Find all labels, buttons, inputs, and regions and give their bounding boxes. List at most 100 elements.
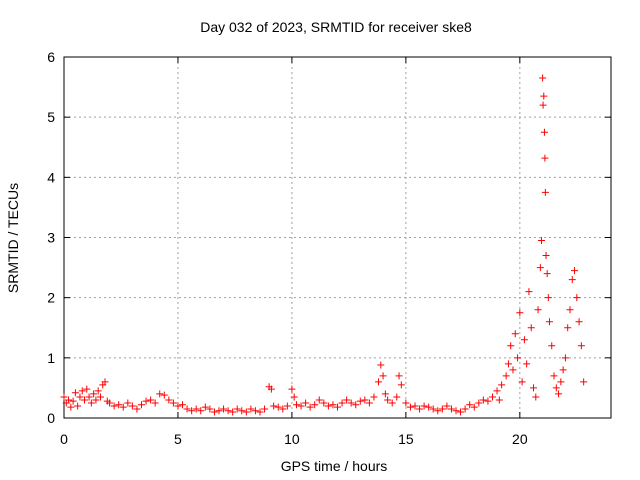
data-point-marker — [577, 342, 585, 350]
data-point-marker — [306, 403, 314, 411]
data-point-marker — [566, 306, 574, 314]
data-point-marker — [347, 399, 355, 407]
data-point-marker — [279, 405, 287, 413]
data-point-marker — [536, 264, 544, 272]
data-point-marker — [85, 393, 93, 401]
y-tick-label: 4 — [47, 169, 55, 185]
data-point-marker — [210, 408, 218, 416]
data-point-marker — [101, 378, 109, 386]
data-point-marker — [352, 401, 360, 409]
data-point-marker — [416, 405, 424, 413]
data-point-marker — [406, 403, 414, 411]
data-point-marker — [338, 399, 346, 407]
data-point-marker — [507, 342, 515, 350]
data-point-marker — [71, 389, 79, 397]
data-point-marker — [169, 399, 177, 407]
plot-frame — [63, 56, 612, 419]
data-point-marker — [242, 408, 250, 416]
data-point-marker — [484, 397, 492, 405]
data-point-marker — [466, 401, 474, 409]
data-point-marker — [110, 402, 118, 410]
data-point-marker — [388, 399, 396, 407]
data-point-marker — [475, 399, 483, 407]
data-point-marker — [564, 324, 572, 332]
data-point-marker — [550, 372, 558, 380]
data-point-marker — [498, 381, 506, 389]
data-point-marker — [365, 399, 373, 407]
data-point-marker — [124, 399, 132, 407]
data-point-marker — [575, 318, 583, 326]
y-tick-label: 2 — [47, 290, 55, 306]
x-tick-label: 5 — [174, 431, 182, 447]
data-point-marker — [142, 397, 150, 405]
data-point-marker — [461, 405, 469, 413]
data-point-marker — [447, 405, 455, 413]
data-point-marker — [128, 402, 136, 410]
data-point-marker — [518, 378, 526, 386]
data-point-marker — [411, 402, 419, 410]
data-point-marker — [543, 270, 551, 278]
data-point-marker — [559, 366, 567, 374]
data-point-marker — [534, 306, 542, 314]
data-point-marker — [329, 401, 337, 409]
data-point-marker — [502, 372, 510, 380]
data-point-marker — [288, 385, 296, 393]
data-point-marker — [397, 381, 405, 389]
data-point-marker — [215, 407, 223, 415]
data-point-marker — [119, 403, 127, 411]
data-point-marker — [65, 396, 73, 404]
data-point-marker — [429, 405, 437, 413]
data-point-marker — [343, 396, 351, 404]
grid-lines — [64, 57, 611, 418]
data-point-marker — [555, 390, 563, 398]
x-tick-label: 15 — [398, 431, 414, 447]
data-point-marker — [315, 396, 323, 404]
data-point-marker — [261, 405, 269, 413]
data-point-marker — [83, 385, 91, 393]
data-point-marker — [540, 92, 548, 100]
data-point-marker — [544, 294, 552, 302]
data-point-marker — [179, 401, 187, 409]
data-point-marker — [106, 399, 114, 407]
data-point-marker — [495, 396, 503, 404]
data-point-marker — [571, 267, 579, 275]
data-point-marker — [509, 366, 517, 374]
data-point-marker — [233, 405, 241, 413]
data-point-marker — [160, 391, 168, 399]
y-axis-title: SRMTID / TECUs — [5, 183, 21, 293]
data-point-marker — [76, 393, 84, 401]
data-point-marker — [539, 101, 547, 109]
data-point-marker — [87, 399, 95, 407]
data-point-marker — [493, 387, 501, 395]
data-point-marker — [192, 405, 200, 413]
data-point-marker — [292, 401, 300, 409]
data-point-marker — [561, 354, 569, 362]
data-point-marker — [96, 393, 104, 401]
data-point-marker — [356, 397, 364, 405]
data-point-marker — [370, 393, 378, 401]
data-point-marker — [156, 390, 164, 398]
data-point-marker — [520, 336, 528, 344]
data-point-marker — [290, 393, 298, 401]
data-point-marker — [74, 402, 82, 410]
data-point-marker — [251, 407, 259, 415]
data-point-marker — [452, 407, 460, 415]
data-point-marker — [238, 407, 246, 415]
data-point-marker — [377, 361, 385, 369]
data-point-marker — [133, 405, 141, 413]
data-point-marker — [545, 318, 553, 326]
data-point-marker — [470, 403, 478, 411]
data-point-marker — [197, 407, 205, 415]
data-point-marker — [174, 402, 182, 410]
data-point-marker — [516, 309, 524, 317]
data-point-marker — [311, 401, 319, 409]
y-tick-label: 0 — [47, 410, 55, 426]
data-point-marker — [78, 387, 86, 395]
data-point-marker — [381, 390, 389, 398]
data-point-marker — [537, 237, 545, 245]
y-tick-label: 5 — [47, 109, 55, 125]
x-tick-label: 0 — [60, 431, 68, 447]
data-point-marker — [573, 294, 581, 302]
